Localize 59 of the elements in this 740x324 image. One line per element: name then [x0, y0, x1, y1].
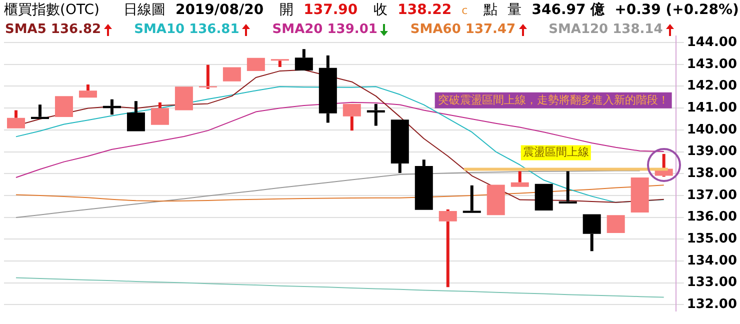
text: c — [462, 4, 468, 17]
y-tick-label: 133.00 — [686, 275, 738, 290]
text: SMA5 136.82 — [5, 22, 102, 37]
text: 137.90 — [304, 2, 358, 18]
chart-title: 櫃買指數(OTC) — [4, 1, 100, 19]
candlestick — [246, 58, 265, 71]
candlestick — [510, 171, 529, 187]
candlestick — [30, 104, 49, 119]
text: 量 — [508, 1, 522, 19]
candlestick — [390, 120, 409, 173]
candlestick — [198, 64, 217, 89]
candlestick — [630, 178, 649, 212]
y-tick-label: 135.00 — [686, 232, 738, 246]
y-tick-label: 143.00 — [686, 56, 738, 72]
text: 138.22 — [398, 2, 452, 18]
y-tick-label: 140.00 — [686, 122, 738, 138]
y-tick-label: 144.00 — [686, 34, 738, 50]
y-tick-label: 136.00 — [686, 210, 738, 225]
candlestick — [438, 209, 457, 288]
text: SMA10 136.81 — [134, 22, 240, 37]
y-tick-label: 134.00 — [686, 253, 738, 268]
candlestick — [78, 84, 97, 98]
candlestick — [102, 99, 121, 115]
candlestick — [174, 86, 193, 110]
chart-subtitle: 日線圖 — [123, 1, 166, 19]
y-tick-label: 137.00 — [686, 188, 738, 203]
candlestick — [222, 67, 241, 82]
y-tick-label: 132.00 — [686, 297, 738, 312]
y-tick-label: 142.00 — [686, 78, 738, 94]
candlestick — [414, 160, 433, 210]
candlestick — [486, 184, 505, 216]
text: 開 — [280, 1, 294, 19]
y-tick-label: 139.00 — [686, 144, 738, 160]
y-tick-label: 141.00 — [686, 100, 738, 116]
candlestick — [126, 101, 145, 132]
candlestick — [462, 185, 481, 213]
candlestick — [6, 110, 25, 128]
candlestick — [54, 96, 73, 118]
candlestick — [270, 59, 289, 68]
text: 點 — [484, 1, 498, 19]
candlestick — [582, 214, 601, 252]
candlestick — [342, 104, 361, 131]
ref-line-label: 震盪區間上線 — [522, 146, 589, 159]
candlestick — [558, 171, 577, 204]
candlestick — [150, 102, 169, 125]
candlestick — [606, 215, 625, 234]
text: SMA120 138.14 — [548, 22, 663, 37]
text: SMA20 139.01 — [272, 22, 378, 37]
text: 2019/08/20 — [175, 2, 264, 18]
text: +0.39 (+0.28%) — [614, 2, 739, 18]
text: 收 — [374, 1, 388, 19]
text: 346.97 億 — [532, 1, 605, 19]
y-tick-label: 138.00 — [686, 166, 738, 181]
candlestick — [318, 55, 337, 123]
annotation: 突破震盪區間上線，走勢將翻多進入新的階段！ — [438, 93, 669, 106]
text: SMA60 137.47 — [410, 22, 516, 37]
candlestick — [534, 184, 553, 211]
candlestick — [294, 49, 313, 71]
candlestick — [366, 104, 385, 126]
